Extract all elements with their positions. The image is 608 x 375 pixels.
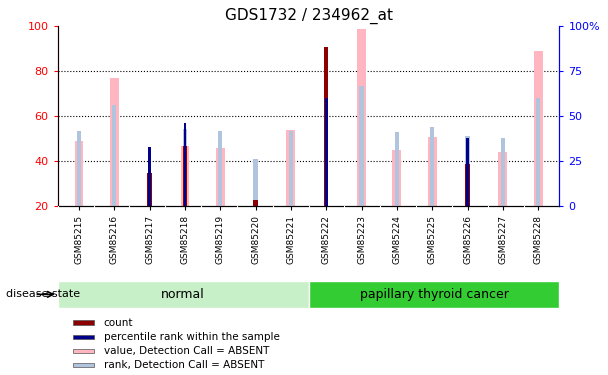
Bar bbox=[430, 127, 434, 206]
Bar bbox=[254, 200, 258, 206]
Bar bbox=[112, 105, 116, 206]
Bar bbox=[216, 148, 225, 206]
Bar bbox=[148, 172, 152, 206]
Text: normal: normal bbox=[161, 288, 205, 301]
Bar bbox=[359, 86, 364, 206]
Text: value, Detection Call = ABSENT: value, Detection Call = ABSENT bbox=[103, 346, 269, 356]
Bar bbox=[183, 129, 187, 206]
Bar bbox=[286, 130, 295, 206]
Bar bbox=[395, 132, 399, 206]
Bar bbox=[73, 363, 94, 367]
Bar bbox=[324, 98, 328, 206]
Bar bbox=[184, 123, 186, 206]
Bar bbox=[73, 321, 94, 325]
Bar bbox=[465, 164, 469, 206]
Text: count: count bbox=[103, 318, 133, 328]
Text: rank, Detection Call = ABSENT: rank, Detection Call = ABSENT bbox=[103, 360, 264, 370]
Bar bbox=[73, 348, 94, 353]
Bar bbox=[324, 46, 328, 206]
Bar bbox=[58, 281, 308, 308]
Title: GDS1732 / 234962_at: GDS1732 / 234962_at bbox=[224, 7, 393, 24]
Bar bbox=[465, 136, 469, 206]
Bar bbox=[183, 146, 187, 206]
Bar bbox=[73, 334, 94, 339]
Bar bbox=[499, 152, 507, 206]
Bar bbox=[181, 146, 189, 206]
Bar bbox=[289, 130, 293, 206]
Bar bbox=[77, 130, 81, 206]
Bar bbox=[466, 138, 469, 206]
Bar bbox=[392, 150, 401, 206]
Text: papillary thyroid cancer: papillary thyroid cancer bbox=[359, 288, 508, 301]
Bar bbox=[75, 141, 83, 206]
Bar bbox=[325, 98, 328, 206]
Bar bbox=[534, 51, 542, 206]
Bar bbox=[428, 136, 437, 206]
Bar bbox=[501, 138, 505, 206]
Bar bbox=[308, 281, 559, 308]
Bar bbox=[254, 159, 258, 206]
Bar bbox=[110, 78, 119, 206]
Text: percentile rank within the sample: percentile rank within the sample bbox=[103, 332, 280, 342]
Bar bbox=[148, 147, 151, 206]
Bar bbox=[536, 98, 541, 206]
Bar bbox=[357, 28, 366, 206]
Text: disease state: disease state bbox=[6, 290, 80, 299]
Bar bbox=[218, 130, 223, 206]
